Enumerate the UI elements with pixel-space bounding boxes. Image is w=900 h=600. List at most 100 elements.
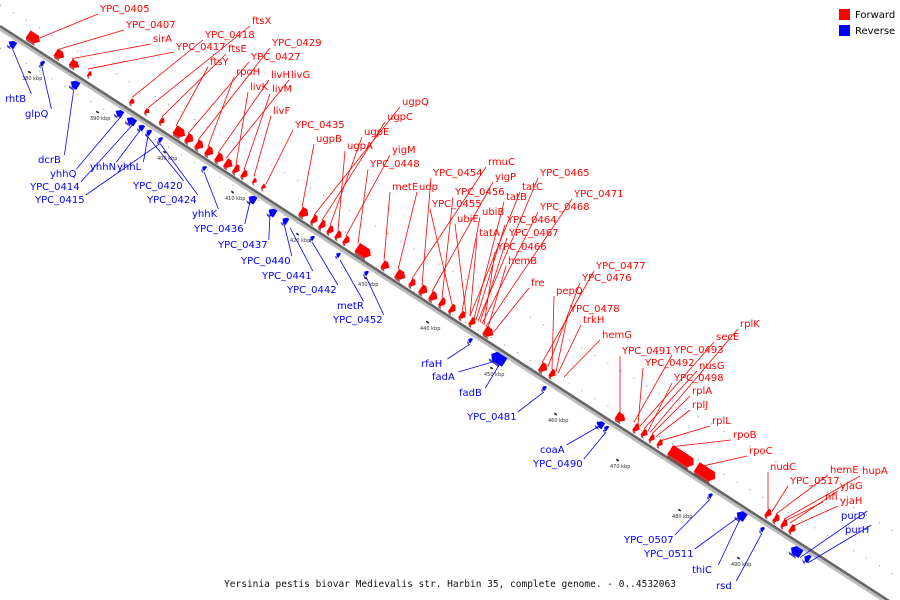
forward-gene-label-ypc-0456[interactable]: YPC_0456 bbox=[454, 187, 505, 198]
forward-gene-glyph-13[interactable] bbox=[231, 163, 242, 176]
forward-gene-glyph-8[interactable] bbox=[183, 132, 196, 147]
forward-gene-label-ugpb[interactable]: ugpB bbox=[316, 134, 342, 145]
reverse-gene-glyph-11[interactable] bbox=[279, 216, 290, 227]
forward-gene-glyph-2[interactable] bbox=[68, 58, 81, 72]
reverse-gene-label-ypc-0452[interactable]: YPC_0452 bbox=[332, 315, 383, 326]
forward-gene-label-ypc-0467[interactable]: YPC_0467 bbox=[508, 228, 559, 239]
reverse-gene-glyph-16[interactable] bbox=[487, 350, 508, 369]
forward-gene-label-heme[interactable]: hemE bbox=[830, 465, 859, 476]
reverse-gene-glyph-20[interactable] bbox=[706, 492, 714, 501]
reverse-gene-glyph-13[interactable] bbox=[334, 252, 342, 260]
forward-gene-glyph-6[interactable] bbox=[158, 117, 167, 127]
forward-gene-label-ypc-0517[interactable]: YPC_0517 bbox=[789, 476, 840, 487]
forward-gene-label-ypc-0468[interactable]: YPC_0468 bbox=[539, 202, 590, 213]
reverse-gene-label-purh[interactable]: purH bbox=[845, 525, 869, 536]
forward-gene-label-ypc-0498[interactable]: YPC_0498 bbox=[673, 373, 724, 384]
reverse-gene-label-thic[interactable]: thiC bbox=[692, 565, 712, 576]
forward-gene-label-ugpe[interactable]: ugpE bbox=[364, 127, 389, 138]
forward-gene-label-ftse[interactable]: ftsE bbox=[228, 44, 247, 55]
forward-gene-label-rmuc[interactable]: rmuC bbox=[488, 157, 515, 168]
forward-gene-glyph-45[interactable] bbox=[779, 518, 789, 531]
forward-gene-label-yigp[interactable]: yigP bbox=[495, 172, 516, 183]
forward-gene-label-ypc-0476[interactable]: YPC_0476 bbox=[581, 273, 632, 284]
forward-gene-label-livf[interactable]: livF bbox=[273, 106, 290, 117]
forward-gene-label-livm[interactable]: livM bbox=[272, 84, 292, 95]
reverse-gene-glyph-14[interactable] bbox=[362, 270, 370, 278]
forward-gene-glyph-22[interactable] bbox=[341, 235, 351, 248]
reverse-gene-glyph-19[interactable] bbox=[602, 424, 610, 434]
forward-gene-label-ugpc[interactable]: ugpC bbox=[387, 112, 413, 123]
forward-gene-label-sira[interactable]: sirA bbox=[153, 34, 172, 45]
reverse-gene-label-yhhk[interactable]: yhhK bbox=[192, 209, 218, 220]
reverse-gene-label-glpq[interactable]: glpQ bbox=[25, 109, 48, 120]
forward-gene-label-rpll[interactable]: rplL bbox=[712, 416, 731, 427]
reverse-gene-label-ypc-0490[interactable]: YPC_0490 bbox=[532, 459, 583, 470]
reverse-gene-label-yhhn[interactable]: yhhN bbox=[90, 162, 116, 173]
forward-gene-label-hemg[interactable]: hemG bbox=[602, 330, 632, 341]
forward-gene-glyph-31[interactable] bbox=[457, 310, 467, 323]
forward-gene-label-hemb[interactable]: hemB bbox=[508, 256, 537, 267]
forward-gene-label-ftsx[interactable]: ftsX bbox=[252, 16, 271, 27]
reverse-gene-label-metr[interactable]: metR bbox=[337, 301, 364, 312]
reverse-gene-glyph-22[interactable] bbox=[758, 526, 766, 534]
forward-gene-glyph-10[interactable] bbox=[203, 145, 216, 160]
forward-gene-label-ypc-0429[interactable]: YPC_0429 bbox=[271, 38, 322, 49]
forward-gene-glyph-35[interactable] bbox=[547, 368, 557, 381]
forward-gene-glyph-27[interactable] bbox=[417, 284, 430, 298]
reverse-gene-glyph-0[interactable] bbox=[6, 39, 18, 51]
forward-gene-glyph-42[interactable] bbox=[693, 462, 719, 485]
forward-gene-glyph-37[interactable] bbox=[631, 423, 641, 435]
forward-gene-label-ypc-0435[interactable]: YPC_0435 bbox=[294, 120, 345, 131]
forward-gene-glyph-33[interactable] bbox=[481, 325, 495, 341]
forward-gene-glyph-34[interactable] bbox=[537, 362, 550, 376]
reverse-gene-label-yhhq[interactable]: yhhQ bbox=[50, 169, 77, 180]
forward-gene-label-ugpa[interactable]: ugpA bbox=[347, 141, 373, 152]
forward-gene-label-ypc-0454[interactable]: YPC_0454 bbox=[432, 168, 483, 179]
forward-gene-label-livk[interactable]: livK bbox=[250, 82, 268, 93]
reverse-gene-glyph-3[interactable] bbox=[113, 108, 125, 120]
forward-gene-glyph-23[interactable] bbox=[353, 242, 373, 262]
forward-gene-label-ypc-0405[interactable]: YPC_0405 bbox=[99, 4, 150, 15]
reverse-gene-label-rsd[interactable]: rsd bbox=[716, 581, 732, 592]
forward-gene-label-rpoc[interactable]: rpoC bbox=[749, 446, 773, 457]
forward-gene-label-fre[interactable]: fre bbox=[531, 278, 545, 289]
forward-gene-label-ypc-0491[interactable]: YPC_0491 bbox=[621, 346, 672, 357]
forward-gene-label-tatc[interactable]: tatC bbox=[522, 182, 543, 193]
reverse-gene-glyph-24[interactable] bbox=[801, 553, 812, 565]
forward-gene-label-hupa[interactable]: hupA bbox=[862, 466, 888, 477]
forward-gene-label-livh[interactable]: livH bbox=[271, 70, 290, 81]
reverse-gene-label-rhtb[interactable]: rhtB bbox=[5, 94, 26, 105]
forward-gene-label-yjag[interactable]: yjaG bbox=[840, 481, 863, 492]
reverse-gene-label-ypc-0436[interactable]: YPC_0436 bbox=[193, 224, 244, 235]
forward-gene-glyph-21[interactable] bbox=[333, 230, 343, 242]
forward-gene-label-ypc-0417[interactable]: YPC_0417 bbox=[175, 42, 226, 53]
forward-gene-label-ypc-0492[interactable]: YPC_0492 bbox=[644, 358, 695, 369]
forward-gene-label-ftsy[interactable]: ftsY bbox=[210, 57, 229, 68]
reverse-gene-label-ypc-0511[interactable]: YPC_0511 bbox=[643, 549, 694, 560]
reverse-gene-label-purd[interactable]: purD bbox=[841, 511, 866, 522]
forward-gene-glyph-5[interactable] bbox=[143, 107, 151, 117]
forward-gene-label-ypc-0465[interactable]: YPC_0465 bbox=[539, 168, 590, 179]
reverse-gene-label-rfah[interactable]: rfaH bbox=[421, 359, 442, 370]
reverse-gene-label-ypc-0437[interactable]: YPC_0437 bbox=[217, 240, 268, 251]
forward-gene-label-mete[interactable]: metE bbox=[392, 182, 418, 193]
reverse-gene-glyph-4[interactable] bbox=[124, 115, 138, 128]
forward-gene-label-ubie[interactable]: ubiE bbox=[457, 214, 479, 225]
forward-gene-label-nudc[interactable]: nudC bbox=[770, 462, 796, 473]
forward-gene-label-rpoh[interactable]: rpoH bbox=[236, 67, 260, 78]
reverse-gene-label-ypc-0442[interactable]: YPC_0442 bbox=[286, 285, 337, 296]
forward-gene-glyph-1[interactable] bbox=[53, 48, 67, 63]
forward-gene-glyph-9[interactable] bbox=[193, 139, 206, 153]
forward-gene-glyph-24[interactable] bbox=[379, 260, 391, 273]
forward-gene-label-ypc-0477[interactable]: YPC_0477 bbox=[595, 261, 646, 272]
forward-gene-glyph-29[interactable] bbox=[437, 297, 448, 310]
reverse-gene-glyph-21[interactable] bbox=[733, 509, 748, 524]
forward-gene-glyph-18[interactable] bbox=[309, 214, 320, 227]
forward-gene-label-trkh[interactable]: trkH bbox=[583, 315, 604, 326]
forward-gene-label-nusg[interactable]: nusG bbox=[699, 361, 725, 372]
reverse-gene-glyph-1[interactable] bbox=[38, 60, 46, 69]
forward-gene-glyph-14[interactable] bbox=[239, 169, 249, 182]
reverse-gene-glyph-9[interactable] bbox=[245, 194, 258, 207]
forward-gene-label-rpla[interactable]: rplA bbox=[692, 386, 712, 397]
forward-gene-glyph-19[interactable] bbox=[317, 219, 328, 232]
